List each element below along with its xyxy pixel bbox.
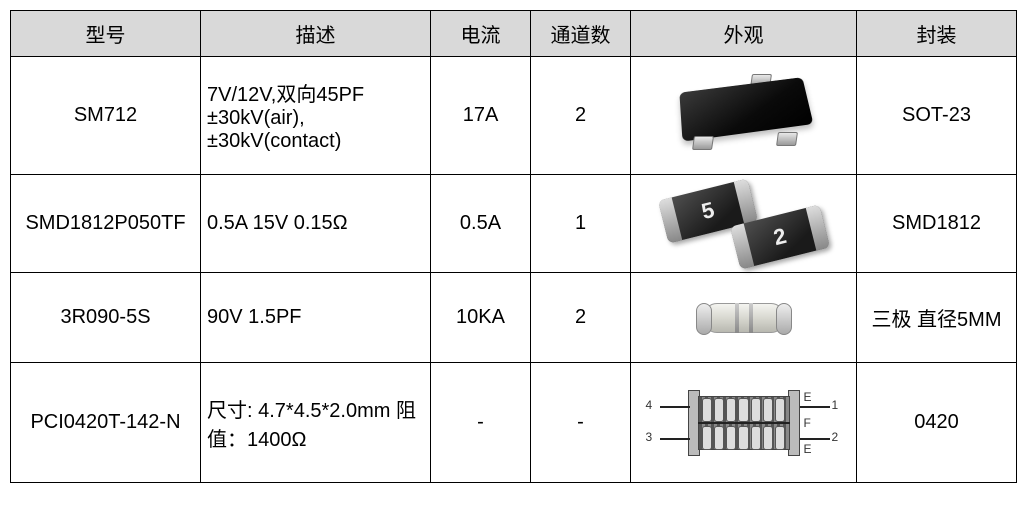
- cell-desc: 7V/12V,双向45PF ±30kV(air), ±30kV(contact): [201, 57, 431, 175]
- cell-desc: 0.5A 15V 0.15Ω: [201, 175, 431, 273]
- choke-core-label: E: [804, 390, 812, 404]
- cell-model: PCI0420T-142-N: [11, 363, 201, 483]
- cell-image: 5 2: [631, 175, 857, 273]
- cell-image: [631, 57, 857, 175]
- cell-channels: 1: [531, 175, 631, 273]
- cell-current: 17A: [431, 57, 531, 175]
- choke-pin-label: 4: [646, 398, 653, 412]
- col-current: 电流: [431, 11, 531, 57]
- choke-pin-label: 2: [832, 430, 839, 444]
- col-image: 外观: [631, 11, 857, 57]
- smd-chip-icon: 5 2: [654, 185, 834, 263]
- col-package: 封装: [857, 11, 1017, 57]
- cell-model: 3R090-5S: [11, 273, 201, 363]
- sot23-package-icon: [659, 72, 829, 160]
- cell-current: 0.5A: [431, 175, 531, 273]
- common-mode-choke-icon: 4 3 1 2 E F E: [644, 380, 844, 466]
- cell-current: -: [431, 363, 531, 483]
- chip-label: 2: [770, 222, 788, 250]
- cell-model: SM712: [11, 57, 201, 175]
- table-row: PCI0420T-142-N 尺寸: 4.7*4.5*2.0mm 阻值：1400…: [11, 363, 1017, 483]
- table-row: SMD1812P050TF 0.5A 15V 0.15Ω 0.5A 1 5 2 …: [11, 175, 1017, 273]
- col-desc: 描述: [201, 11, 431, 57]
- cell-image: 4 3 1 2 E F E: [631, 363, 857, 483]
- col-channels: 通道数: [531, 11, 631, 57]
- choke-pin-label: 3: [646, 430, 653, 444]
- cell-channels: 2: [531, 57, 631, 175]
- cell-channels: -: [531, 363, 631, 483]
- cell-image: [631, 273, 857, 363]
- cell-package: SOT-23: [857, 57, 1017, 175]
- component-spec-table: 型号 描述 电流 通道数 外观 封装 SM712 7V/12V,双向45PF ±…: [10, 10, 1017, 483]
- table-row: SM712 7V/12V,双向45PF ±30kV(air), ±30kV(co…: [11, 57, 1017, 175]
- choke-pin-label: 1: [832, 398, 839, 412]
- cell-desc: 尺寸: 4.7*4.5*2.0mm 阻值：1400Ω: [201, 363, 431, 483]
- cell-desc: 90V 1.5PF: [201, 273, 431, 363]
- cell-package: 三极 直径5MM: [857, 273, 1017, 363]
- chip-label: 5: [698, 196, 716, 224]
- cell-channels: 2: [531, 273, 631, 363]
- header-row: 型号 描述 电流 通道数 外观 封装: [11, 11, 1017, 57]
- cell-package: 0420: [857, 363, 1017, 483]
- cell-current: 10KA: [431, 273, 531, 363]
- cell-model: SMD1812P050TF: [11, 175, 201, 273]
- gas-discharge-tube-icon: [689, 295, 799, 341]
- choke-core-label: E: [804, 442, 812, 456]
- col-model: 型号: [11, 11, 201, 57]
- cell-package: SMD1812: [857, 175, 1017, 273]
- table-row: 3R090-5S 90V 1.5PF 10KA 2 三极 直径5MM: [11, 273, 1017, 363]
- choke-core-label: F: [804, 416, 811, 430]
